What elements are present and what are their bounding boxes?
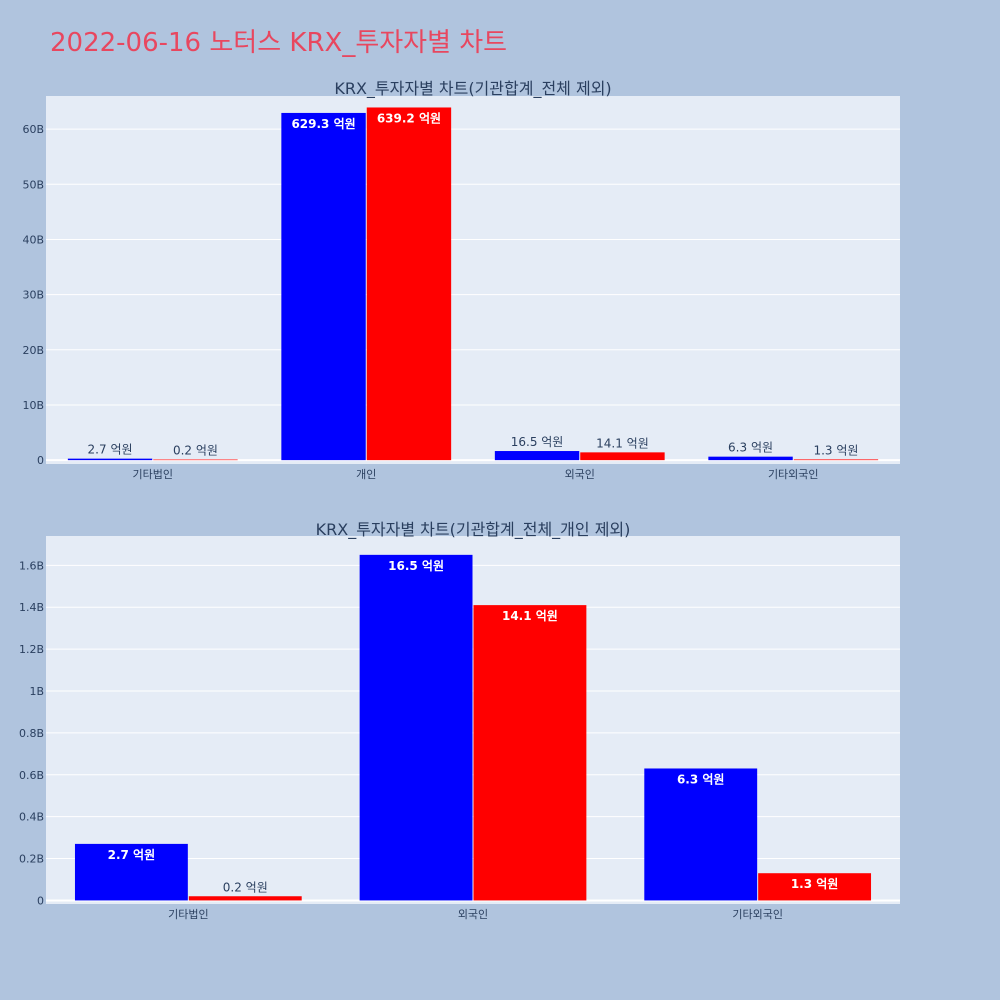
chart-top: KRX_투자자별 차트(기관합계_전체 제외) 0 10B 20B 30B 40B 50B 6… [22,79,900,481]
y-tick-label: 0 [37,894,44,907]
bar-data-label: 14.1 억원 [502,609,558,623]
plot-area [46,536,900,904]
bar-data-label: 6.3 억원 [728,441,773,455]
y-tick-label: 20B [22,344,44,357]
x-tick-label: 개인 [356,468,376,481]
chart-bottom: KRX_투자자별 차트(기관합계_전체_개인 제외) 0 0.2B 0.4B 0.6B 0… [19,520,900,921]
bar [473,605,587,901]
bar-data-label: 629.3 억원 [291,117,355,131]
x-tick-label: 외국인 [565,468,595,481]
bar-data-label: 6.3 억원 [677,772,725,786]
bar-data-label: 2.7 억원 [108,848,156,862]
y-tick-label: 10B [22,399,44,412]
y-tick-label: 0.6B [19,769,44,782]
x-tick-label: 외국인 [458,908,488,921]
bar [359,554,473,901]
bar [580,452,665,461]
chart-title: KRX_투자자별 차트(기관합계_전체_개인 제외) [316,520,631,540]
y-tick-label: 30B [22,289,44,302]
y-tick-label: 1.6B [19,559,44,572]
plot-area [46,96,900,464]
bar-data-label: 1.3 억원 [813,443,858,457]
chart-title: KRX_투자자별 차트(기관합계_전체 제외) [334,79,611,99]
y-tick-label: 0.2B [19,853,44,866]
bar [67,458,153,461]
bar [366,107,452,461]
bar [644,768,758,901]
bar [188,896,302,901]
bar [74,843,188,901]
bar [793,459,879,461]
y-tick-label: 50B [22,178,44,191]
y-tick-label: 60B [22,123,44,136]
bar-data-label: 16.5 억원 [511,435,564,449]
y-tick-label: 40B [22,233,44,246]
y-tick-label: 0.8B [19,727,44,740]
y-tick-label: 1.2B [19,643,44,656]
bar [494,451,580,461]
bar-data-label: 1.3 억원 [791,877,839,891]
bar-data-label: 16.5 억원 [388,559,444,573]
x-tick-label: 기타법인 [133,468,173,481]
bar-data-label: 639.2 억원 [377,111,441,125]
bar-data-label: 0.2 억원 [173,444,218,458]
bar [153,459,238,461]
bar-data-label: 0.2 억원 [223,880,268,894]
x-tick-label: 기타법인 [168,908,208,921]
x-tick-label: 기타외국인 [732,908,783,921]
y-tick-label: 1.4B [19,601,44,614]
y-tick-label: 0.4B [19,811,44,824]
page-title: 2022-06-16 노터스 KRX_투자자별 차트 [50,28,508,58]
bar [758,873,872,901]
bar [281,112,366,461]
bar-data-label: 14.1 억원 [596,436,649,450]
y-tick-label: 1B [29,685,44,698]
bar [708,456,793,461]
y-tick-label: 0 [37,454,44,467]
bar-data-label: 2.7 억원 [88,443,133,457]
x-tick-label: 기타외국인 [768,468,819,481]
